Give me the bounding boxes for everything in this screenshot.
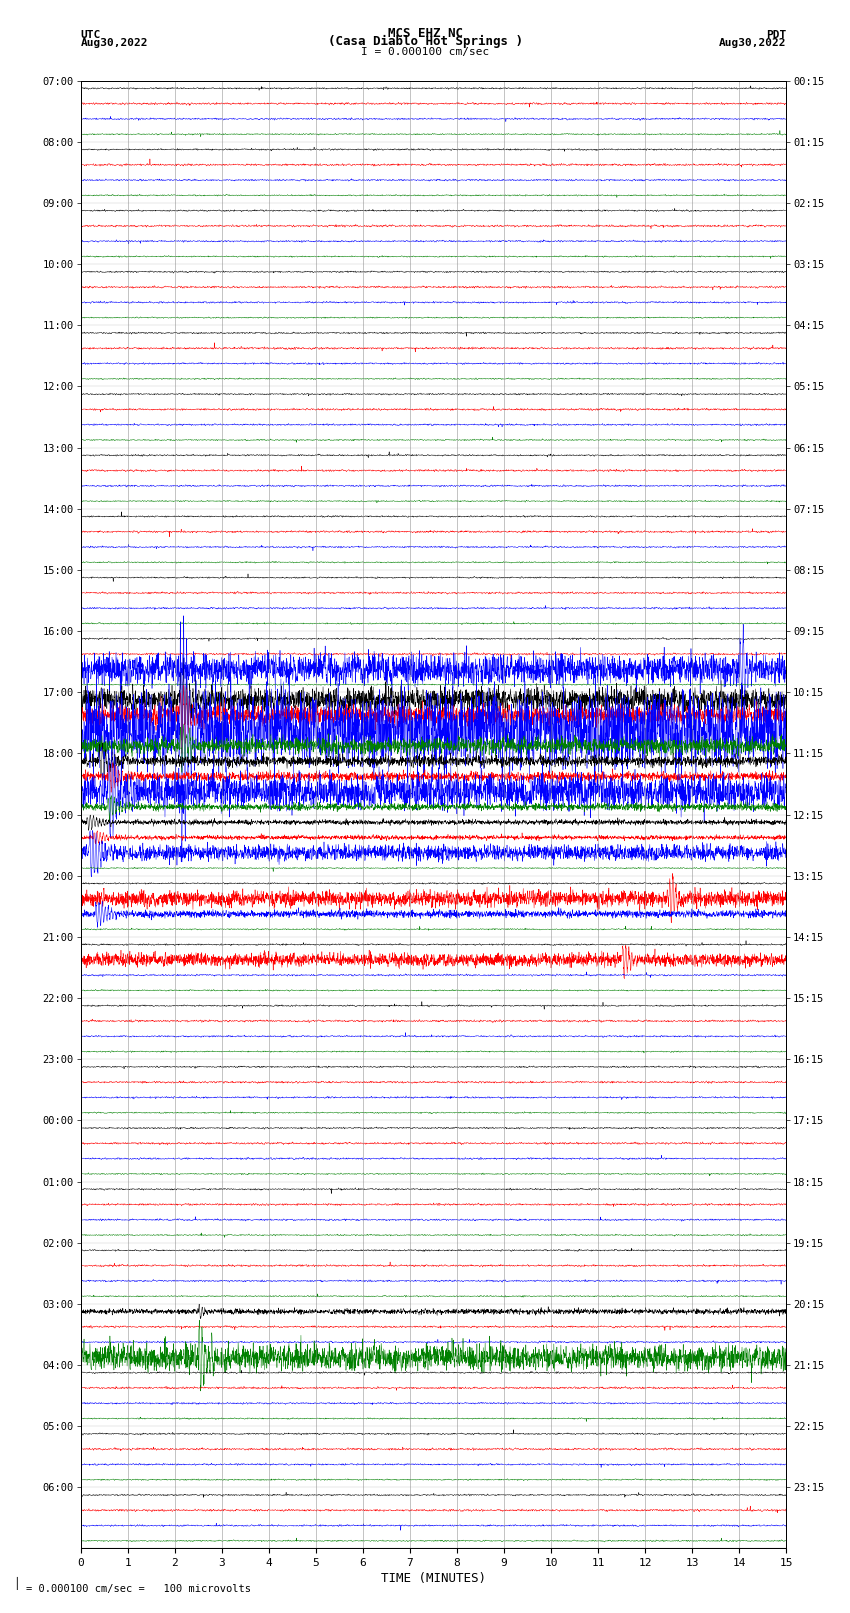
Text: │: │ xyxy=(13,1578,20,1590)
X-axis label: TIME (MINUTES): TIME (MINUTES) xyxy=(381,1573,486,1586)
Text: (Casa Diablo Hot Springs ): (Casa Diablo Hot Springs ) xyxy=(327,35,523,48)
Text: PDT: PDT xyxy=(766,29,786,39)
Text: MCS EHZ NC: MCS EHZ NC xyxy=(388,26,462,39)
Text: Aug30,2022: Aug30,2022 xyxy=(719,39,786,48)
Text: UTC: UTC xyxy=(81,29,101,39)
Text: = 0.000100 cm/sec =   100 microvolts: = 0.000100 cm/sec = 100 microvolts xyxy=(26,1584,251,1594)
Text: Aug30,2022: Aug30,2022 xyxy=(81,39,148,48)
Text: I = 0.000100 cm/sec: I = 0.000100 cm/sec xyxy=(361,47,489,58)
